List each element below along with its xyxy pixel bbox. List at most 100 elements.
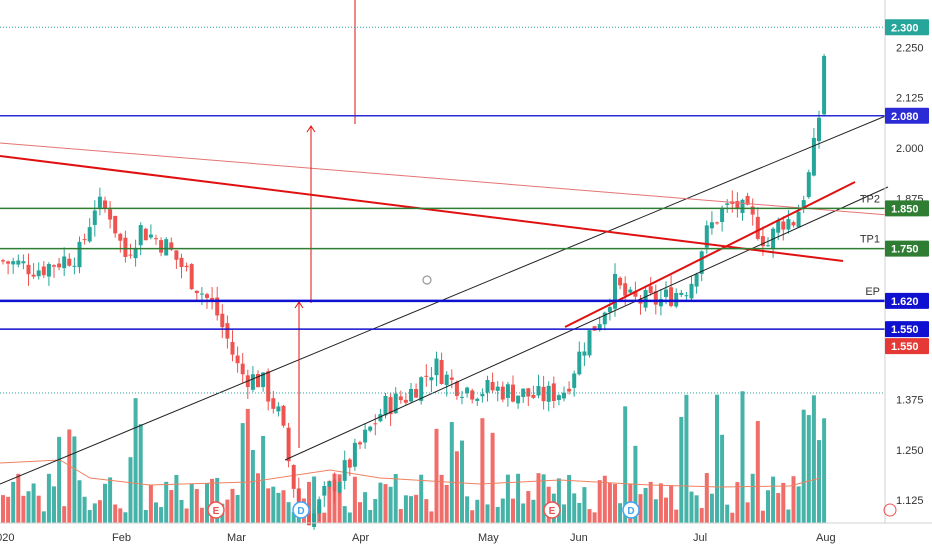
volume-bar	[373, 499, 378, 523]
candle-body	[704, 225, 709, 248]
candle-body	[613, 273, 617, 309]
candle-body	[103, 200, 107, 209]
y-tick-label: 1.125	[896, 495, 924, 507]
volume-bar	[811, 395, 816, 523]
volume-bar	[613, 483, 617, 523]
candle-body	[429, 377, 434, 381]
candle-body	[597, 324, 602, 331]
candle-body	[215, 297, 220, 316]
candle-body	[623, 283, 628, 296]
volume-bar	[250, 449, 255, 523]
volume-bar	[143, 509, 148, 523]
price-label-text: 1.850	[891, 203, 919, 215]
event-marker-label: E	[213, 506, 220, 517]
candle-body	[250, 374, 255, 390]
volume-bar	[184, 508, 189, 523]
candle-body	[567, 388, 572, 392]
price-label-badge	[885, 200, 929, 217]
candle-body	[587, 330, 592, 356]
volume-bar	[358, 502, 362, 523]
volume-bar	[205, 483, 209, 523]
volume-bar	[536, 473, 541, 523]
volume-bar	[658, 483, 663, 523]
volume-bar	[276, 492, 281, 523]
candle-body	[460, 396, 464, 398]
candle-body	[664, 289, 668, 297]
volume-bar	[240, 423, 245, 523]
alarm-clock-icon	[422, 275, 432, 285]
volume-bar	[256, 473, 260, 523]
candle-body	[465, 387, 470, 394]
candle-body	[735, 200, 740, 210]
candle-body	[648, 286, 653, 293]
candle-body	[26, 264, 31, 275]
candle-body	[199, 293, 204, 295]
x-tick-label: May	[478, 532, 499, 544]
candle-body	[291, 465, 296, 489]
volume-bar	[1, 495, 5, 523]
volume-bar	[164, 481, 169, 523]
price-line-tag: TP2	[860, 193, 880, 205]
volume-bar	[133, 398, 138, 523]
candle-body	[628, 289, 633, 293]
candle-body	[679, 292, 684, 295]
volume-bar	[235, 494, 240, 523]
price-label-badge	[885, 107, 929, 124]
volume-bar	[97, 500, 102, 523]
candle-body	[97, 196, 102, 208]
candle-body	[143, 228, 148, 241]
candle-body	[419, 377, 424, 401]
candle-body	[296, 488, 301, 507]
candle-body	[715, 222, 719, 224]
volume-bar	[154, 502, 158, 523]
candle-body	[822, 55, 827, 115]
volume-bar	[449, 422, 454, 523]
volume-bar	[103, 483, 107, 523]
candle-body	[434, 358, 439, 376]
volume-bar	[730, 512, 735, 523]
volume-bar	[189, 483, 194, 523]
volume-bar	[643, 487, 648, 523]
volume-bar	[582, 487, 587, 523]
volume-bar	[704, 473, 709, 523]
volume-bar	[179, 500, 184, 523]
volume-bar	[434, 428, 439, 523]
candle-body	[271, 398, 276, 409]
candle-body	[562, 392, 566, 399]
volume-bar	[414, 494, 419, 523]
volume-bar	[541, 474, 546, 523]
candle-body	[495, 386, 500, 391]
volume-bar	[664, 497, 668, 523]
candle-body	[133, 248, 138, 259]
volume-bar	[215, 477, 220, 523]
volume-bar	[694, 495, 699, 523]
volume-bar	[266, 488, 271, 523]
volume-bar	[210, 478, 215, 523]
candle-body	[669, 287, 674, 306]
candle-body	[475, 398, 480, 401]
price-label-badge	[885, 19, 929, 36]
candle-body	[806, 172, 811, 198]
x-tick-label: Mar	[227, 532, 246, 544]
y-tick-label: 2.125	[896, 93, 924, 105]
volume-bar	[689, 491, 694, 523]
candle-body	[225, 323, 230, 339]
volume-bar	[398, 509, 403, 523]
candle-body	[52, 265, 56, 267]
candle-body	[159, 240, 164, 253]
candle-body	[480, 393, 485, 397]
x-tick-label: Feb	[112, 532, 131, 544]
candle-body	[516, 395, 521, 404]
price-label-text: 2.080	[891, 111, 919, 123]
candle-body	[154, 238, 158, 240]
volume-bar	[526, 491, 531, 523]
volume-bar	[11, 481, 16, 523]
volume-bar	[113, 504, 118, 523]
y-tick-label: 1.250	[896, 445, 924, 457]
volume-bar	[271, 486, 276, 523]
candle-body	[694, 273, 699, 287]
candle-body	[653, 291, 658, 305]
volume-bar	[57, 436, 62, 523]
volume-bar	[490, 432, 495, 523]
